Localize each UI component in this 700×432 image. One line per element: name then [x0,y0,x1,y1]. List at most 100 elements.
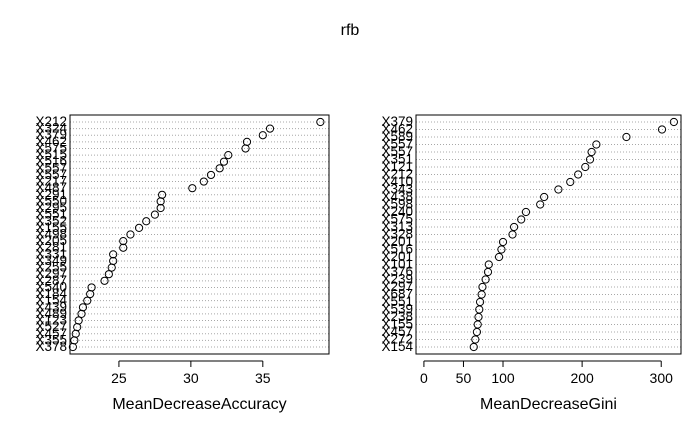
gini-row-label: X410 [381,174,413,189]
accuracy-point [86,289,95,299]
accuracy-row-label: X355 [35,332,67,347]
accuracy-point [157,190,167,199]
gini-point [521,207,531,217]
accuracy-row-label: X457 [35,326,67,341]
accuracy-point [100,276,109,285]
gini-row-label: X212 [381,167,413,182]
gini-row-label: X551 [381,294,413,309]
accuracy-row-label: X489 [35,306,67,321]
accuracy-row-label: X557 [35,160,67,175]
accuracy-row-label: X551 [35,207,67,222]
accuracy-point [109,250,118,259]
accuracy-point [156,197,165,206]
accuracy-x-axis-title: MeanDecreaseAccuracy [112,396,286,413]
gini-row-label: X457 [381,324,413,339]
accuracy-point [126,230,135,239]
accuracy-point [104,270,113,279]
gini-point [472,327,482,337]
gini-point [473,320,482,329]
accuracy-row-label: X349 [35,253,67,268]
accuracy-row-label: X487 [35,180,67,195]
gini-x-tick-label: 100 [491,370,515,386]
gini-row-label: X155 [381,317,413,332]
accuracy-point [107,263,116,272]
accuracy-x-tick-label: 35 [255,370,271,386]
gini-row-label: X201 [381,249,413,264]
accuracy-point [77,309,86,319]
gini-x-axis-title: MeanDecreaseGini [480,396,617,413]
accuracy-row-label: X331 [35,246,67,261]
accuracy-point [316,117,325,127]
gini-point [471,335,480,344]
accuracy-row-label: X287 [35,273,67,288]
gini-point [540,192,549,202]
gini-point [574,170,583,179]
accuracy-row-label: X516 [35,154,67,169]
gini-row-label: X598 [381,197,413,212]
accuracy-row-label: X462 [35,134,67,149]
accuracy-point [156,203,165,213]
gini-row-label: X462 [381,122,413,137]
gini-point [477,290,486,299]
gini-point [474,312,483,322]
gini-plot-frame [415,114,682,355]
accuracy-row-label: X212 [35,114,67,129]
gini-point [587,147,596,157]
gini-point [581,162,590,172]
gini-row-label: X557 [381,144,413,159]
accuracy-row-label: X498 [35,227,67,242]
gini-row-label: X328 [381,227,413,242]
gini-row-label: X539 [381,302,413,317]
gini-point [497,245,506,254]
accuracy-row-label: X154 [35,293,67,308]
gini-row-label: X201 [381,234,413,249]
accuracy-point [119,243,128,252]
accuracy-row-label: X123 [35,313,67,328]
gini-x-tick-label: 0 [420,370,428,386]
accuracy-row-label: X155 [35,220,67,235]
figure-title: rfb [341,22,360,39]
accuracy-row-label: X550 [35,193,67,208]
gini-row-label: X101 [381,257,413,272]
gini-dotchart-panel: X379X462X589X557X557X351X121X212X410X343… [381,114,682,413]
accuracy-point [199,177,208,186]
gini-point [508,230,517,239]
accuracy-row-label: X352 [35,213,67,228]
gini-point [592,140,601,149]
accuracy-point [188,184,197,193]
accuracy-row-label: X281 [35,240,67,255]
gini-row-label: X239 [381,272,413,287]
gini-point [657,125,667,134]
accuracy-row-label: X205 [35,233,67,248]
accuracy-row-label: X515 [35,147,67,162]
accuracy-row-label: X291 [35,187,67,202]
gini-row-label: X240 [381,204,413,219]
accuracy-row-label: X295 [35,200,67,215]
gini-row-label: X687 [381,287,413,302]
gini-point [494,252,504,262]
accuracy-row-label: X439 [35,299,67,314]
gini-row-label: X154 [381,339,413,354]
gini-point [554,185,563,194]
gini-row-label: X297 [381,279,413,294]
gini-point [566,177,575,187]
accuracy-row-label: X557 [35,167,67,182]
gini-point [498,237,508,247]
gini-row-label: X376 [381,264,413,279]
gini-x-tick-label: 200 [570,370,594,386]
accuracy-row-label: X324 [35,121,67,136]
accuracy-point [215,164,224,173]
gini-point [481,275,490,284]
gini-row-label: X516 [381,242,413,257]
gini-row-label: X557 [381,137,413,152]
gini-row-label: X379 [381,114,413,129]
accuracy-point [224,150,233,160]
accuracy-row-label: X379 [35,127,67,142]
gini-row-label: X351 [381,152,413,167]
accuracy-dotchart-panel: X212X324X379X462X575X515X516X557X557X217… [35,114,330,413]
accuracy-point [241,144,250,153]
accuracy-point [150,210,159,219]
gini-point [536,200,545,209]
accuracy-row-label: X297 [35,266,67,281]
accuracy-point [206,170,216,180]
